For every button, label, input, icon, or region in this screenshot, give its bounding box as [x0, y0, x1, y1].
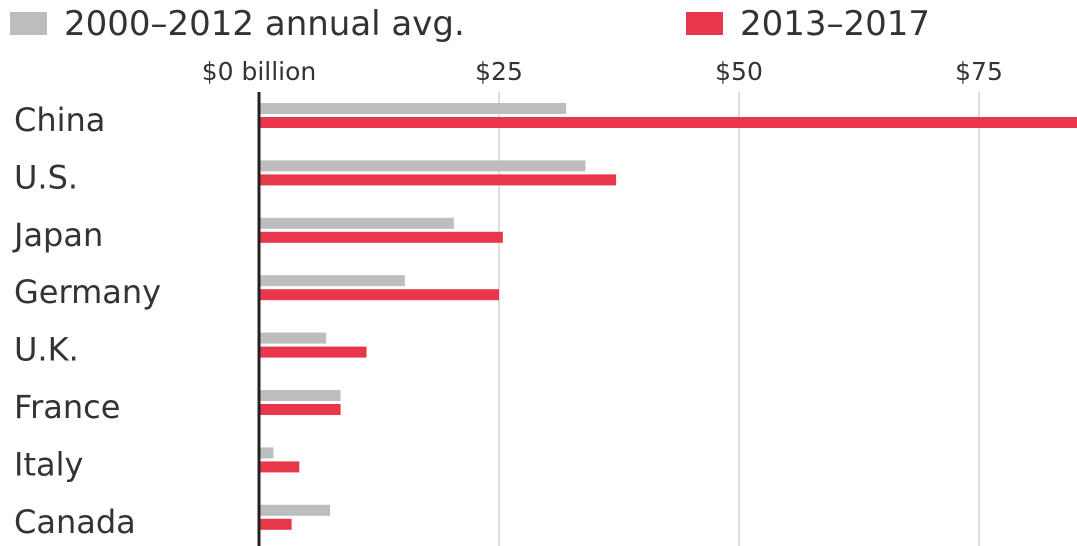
bar-japan-series-0 — [259, 217, 454, 229]
category-label-2: Japan — [12, 216, 103, 254]
x-axis-ticks: $0 billion $25 $50 $75 — [202, 57, 1003, 86]
bar-uk-series-1 — [259, 346, 367, 358]
x-tick-label-0: $0 billion — [202, 57, 317, 86]
bar-germany-series-0 — [259, 275, 405, 287]
bar-uk-series-0 — [259, 332, 327, 344]
legend-swatch-1 — [686, 12, 723, 35]
legend-swatch-0 — [10, 12, 47, 35]
bar-china-series-1 — [259, 117, 1077, 128]
bar-germany-series-1 — [259, 289, 499, 301]
legend-label-0: 2000–2012 annual avg. — [64, 4, 465, 44]
category-label-6: Italy — [14, 445, 83, 483]
category-label-3: Germany — [14, 273, 161, 311]
bars — [259, 103, 1077, 530]
category-label-0: China — [14, 101, 105, 139]
gridlines — [498, 92, 980, 546]
bar-china-series-0 — [259, 103, 567, 114]
bar-france-series-1 — [259, 404, 341, 415]
category-label-7: Canada — [14, 503, 136, 541]
x-tick-label-1: $25 — [475, 57, 523, 86]
bar-canada-series-1 — [259, 518, 292, 530]
bar-us-series-1 — [259, 174, 617, 186]
x-tick-label-3: $75 — [955, 57, 1003, 86]
bar-italy-series-0 — [259, 447, 274, 459]
bar-france-series-0 — [259, 390, 341, 401]
bar-italy-series-1 — [259, 461, 300, 473]
category-label-4: U.K. — [14, 331, 79, 369]
category-labels: China U.S. Japan Germany U.K. France Italy Cana… — [12, 101, 161, 541]
legend-label-1: 2013–2017 — [740, 4, 930, 44]
bar-us-series-0 — [259, 160, 586, 172]
x-tick-label-2: $50 — [715, 57, 763, 86]
category-label-5: France — [14, 388, 120, 426]
bar-japan-series-1 — [259, 231, 503, 243]
legend: 2000–2012 annual avg. 2013–2017 — [10, 4, 930, 44]
category-label-1: U.S. — [14, 158, 78, 196]
bar-canada-series-0 — [259, 504, 331, 516]
